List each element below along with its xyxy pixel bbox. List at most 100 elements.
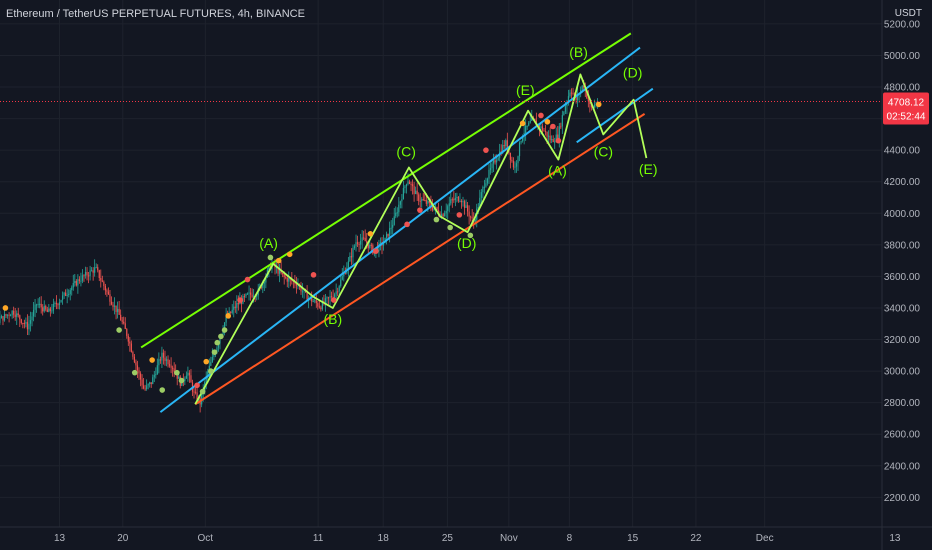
candle-body: [135, 362, 137, 366]
price-tag-price: 4708.12: [888, 98, 925, 109]
candle-body: [84, 271, 87, 276]
candle-body: [279, 269, 281, 274]
candle-body: [262, 282, 264, 288]
wave-label: (B): [569, 44, 588, 60]
wave-label: (B): [323, 311, 342, 327]
candle-body: [451, 199, 453, 201]
candle-body: [172, 367, 174, 369]
candle-body: [569, 92, 571, 97]
candle-body: [168, 364, 171, 366]
candle-body: [477, 207, 479, 209]
candle-body: [419, 200, 421, 202]
candle-body: [237, 303, 239, 305]
candle-body: [16, 313, 18, 317]
signal-dot: [550, 123, 556, 130]
candle-body: [275, 267, 278, 269]
candle-body: [482, 187, 484, 193]
candle-body: [447, 206, 449, 211]
signal-dot: [275, 257, 282, 264]
candle-body: [393, 216, 395, 225]
candle-body: [170, 365, 172, 368]
candle-body: [144, 388, 146, 390]
candle-body: [268, 266, 270, 270]
candle-body: [369, 244, 371, 248]
candle-body: [456, 196, 458, 198]
candle-body: [158, 359, 160, 366]
channel-line-upper: [140, 32, 632, 349]
candle-body: [570, 92, 573, 94]
candle-body: [462, 201, 464, 203]
candle-body: [330, 296, 333, 298]
candle-body: [282, 273, 284, 275]
candle-body: [156, 365, 158, 375]
candle-body: [23, 323, 25, 325]
candle-body: [460, 200, 463, 203]
signal-dot: [221, 327, 228, 333]
candle-body: [382, 243, 385, 246]
candle-body: [60, 299, 62, 303]
candle-body: [433, 208, 435, 210]
candle-body: [479, 197, 481, 208]
candle-body: [118, 308, 120, 315]
candle-body: [441, 214, 443, 217]
y-tick-label: 5200.00: [884, 19, 921, 30]
candle-body: [340, 279, 342, 287]
candle-body: [320, 307, 322, 310]
candles: [0, 79, 599, 413]
candle-body: [25, 322, 27, 324]
signal-dot: [203, 358, 210, 365]
signal-dot: [199, 388, 206, 395]
candle-body: [407, 181, 409, 185]
channel-line-lower: [194, 113, 646, 406]
signal-dot: [456, 212, 463, 218]
candle-body: [344, 272, 346, 274]
candle-body: [77, 279, 79, 286]
signal-dot: [555, 137, 562, 144]
signal-dot: [310, 272, 317, 278]
candle-body: [436, 207, 438, 211]
candle-body: [404, 186, 406, 189]
signal-dot: [417, 207, 423, 213]
candle-body: [442, 214, 444, 217]
price-tag-box: [883, 92, 929, 125]
y-tick-label: 4000.00: [884, 209, 921, 220]
candle-body: [408, 181, 411, 185]
candle-body: [223, 322, 226, 331]
y-tick-label: 4800.00: [884, 83, 921, 94]
candle-body: [113, 305, 116, 307]
candle-body: [117, 308, 119, 312]
signal-dot: [330, 297, 337, 303]
candle-body: [211, 356, 213, 362]
candle-body: [66, 294, 68, 296]
candle-body: [256, 295, 258, 297]
candle-body: [491, 163, 493, 169]
channel-lines: [140, 32, 654, 413]
wave-path: [194, 73, 648, 405]
candle-body: [496, 160, 498, 163]
candle-body: [593, 104, 596, 108]
candle-body: [402, 188, 404, 200]
candle-body: [155, 374, 157, 376]
candle-body: [335, 291, 337, 295]
candle-body: [315, 300, 317, 304]
candle-body: [520, 140, 522, 143]
candle-body: [57, 304, 59, 306]
y-tick-label: 3200.00: [884, 335, 921, 346]
candle-body: [263, 282, 265, 284]
candle-body: [92, 270, 94, 273]
candle-body: [416, 190, 418, 195]
candle-body: [132, 351, 134, 357]
y-tick-label: 3800.00: [884, 240, 921, 251]
candle-body: [142, 385, 145, 389]
candle-body: [356, 242, 359, 244]
candle-body: [159, 359, 161, 361]
wave-label: (A): [548, 162, 567, 178]
candle-body: [63, 292, 65, 296]
candle-body: [518, 142, 521, 157]
candle-body: [538, 124, 541, 129]
candle-body: [547, 135, 550, 137]
candle-body: [401, 199, 403, 202]
candle-body: [341, 276, 343, 280]
candle-body: [343, 272, 345, 277]
